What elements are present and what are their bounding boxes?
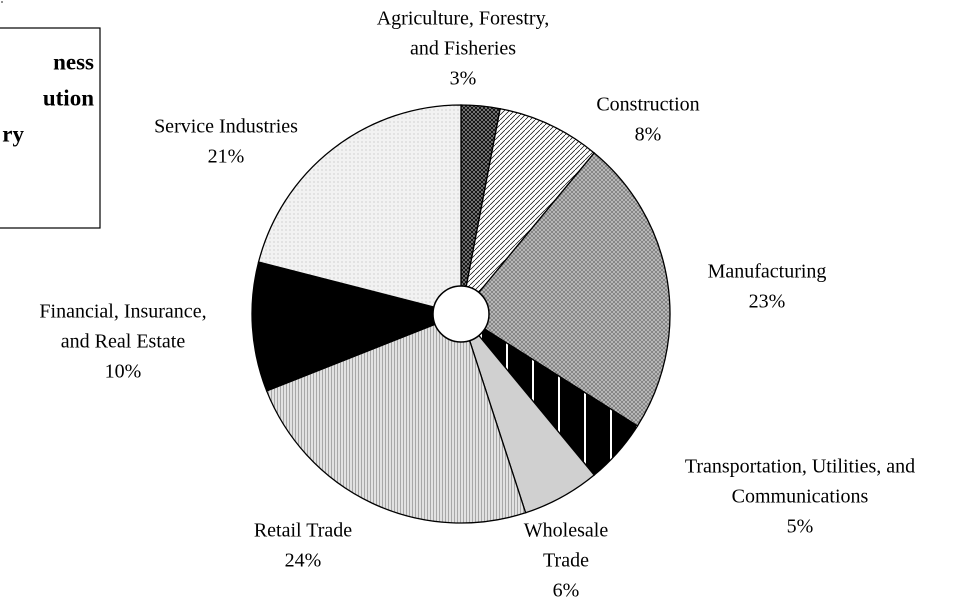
donut-hole [432, 285, 490, 343]
value-label: 24% [285, 550, 322, 572]
value-label: 8% [635, 124, 662, 146]
chart-title: ry [2, 121, 24, 146]
value-label: 23% [749, 291, 786, 313]
value-label: 10% [105, 361, 142, 383]
slice-label: Wholesale [524, 520, 609, 542]
slice-pattern [460, 152, 671, 427]
value-label: 21% [208, 146, 245, 168]
slice-label: Trade [543, 550, 589, 572]
slice-label: Retail Trade [254, 520, 352, 542]
slice-label: Communications [732, 486, 869, 508]
value-label: 5% [787, 516, 814, 538]
title-box [0, 27, 101, 229]
slice-label: and Fisheries [410, 38, 516, 60]
chart-title: ution [43, 85, 94, 110]
slice-pattern [265, 313, 527, 524]
value-label: 6% [553, 580, 580, 602]
slice-label: Construction [596, 94, 699, 116]
slice-label: Service Industries [154, 116, 298, 138]
chart-title: ness [53, 49, 94, 74]
slice-pattern [460, 107, 596, 315]
slice-pattern [251, 261, 464, 392]
slice-label: Manufacturing [708, 261, 827, 283]
value-label: 3% [450, 68, 477, 90]
slice-label: Transportation, Utilities, and [685, 456, 915, 478]
slice-label: Agriculture, Forestry, [377, 8, 550, 30]
slice-label: Financial, Insurance, [39, 301, 206, 323]
slice-pattern [257, 104, 462, 315]
slice-label: and Real Estate [61, 331, 186, 353]
